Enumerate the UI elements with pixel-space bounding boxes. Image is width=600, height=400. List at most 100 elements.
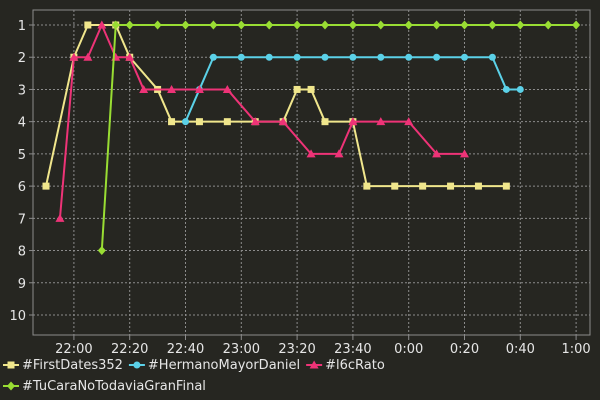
x-tick-label-23-00: 23:00 [223,342,260,357]
data-point-tucaranotodaviagranfinal-22-20 [125,20,134,30]
legend-marker-tucaranotodaviagranfinal [7,381,15,391]
data-point-hermanomayordaniel-23-20 [293,53,301,61]
data-point-hermanomayordaniel-0-00 [405,53,413,61]
data-point-firstdates352-23-45 [363,182,371,190]
data-point-l6crato-23-50 [376,117,386,126]
data-point-hermanomayordaniel-0-30 [488,53,496,61]
legend-label-hermanomayordaniel: #HermanoMayorDaniel [148,358,300,373]
data-point-hermanomayordaniel-23-10 [265,53,273,61]
x-tick-label-0-40: 0:40 [506,342,535,357]
data-point-tucaranotodaviagranfinal-22-40 [181,20,190,30]
data-point-tucaranotodaviagranfinal-0-40 [516,20,525,30]
y-tick-label-4: 4 [18,116,26,131]
data-point-firstdates352-21-50 [42,182,50,190]
data-point-l6crato-22-25 [139,84,149,93]
data-point-firstdates352-22-05 [84,21,92,29]
data-point-tucaranotodaviagranfinal-23-20 [293,20,302,30]
x-tick-label-22-20: 22:20 [111,342,148,357]
data-point-hermanomayordaniel-0-10 [433,53,441,61]
data-point-l6crato-0-20 [460,149,469,158]
legend: #FirstDates352 #HermanoMayorDaniel #l6cRat… [3,358,385,394]
plot-frame [32,9,591,336]
data-point-firstdates352-23-30 [321,118,329,126]
legend-marker-l6crato [309,360,319,369]
legend-marker-firstdates352 [7,361,15,369]
y-tick-label-5: 5 [18,148,26,163]
data-point-tucaranotodaviagranfinal-22-15 [111,20,120,30]
data-point-l6crato-23-05 [250,117,260,126]
data-point-firstdates352-23-55 [391,182,399,190]
data-point-hermanomayordaniel-23-00 [237,53,245,61]
data-point-tucaranotodaviagranfinal-23-30 [321,20,329,30]
series-l6crato [55,20,469,222]
x-tick-label-23-20: 23:20 [278,342,315,357]
data-point-tucaranotodaviagranfinal-1-00 [572,20,581,30]
data-point-firstdates352-23-20 [293,85,301,93]
x-tick-label-22-00: 22:00 [55,342,92,357]
series-tucaranotodaviagranfinal [97,20,581,256]
data-point-tucaranotodaviagranfinal-0-30 [488,20,497,30]
plot-background [33,10,590,335]
data-point-l6crato-23-35 [334,149,344,158]
y-tick-label-3: 3 [18,83,26,98]
legend-item-hermanomayordaniel: #HermanoMayorDaniel [128,358,300,373]
x-tick-label-22-40: 22:40 [167,342,204,357]
data-point-hermanomayordaniel-23-40 [349,53,357,61]
data-point-tucaranotodaviagranfinal-23-40 [348,20,357,30]
series-hermanomayordaniel [182,53,524,126]
data-point-l6crato-0-10 [432,149,442,158]
legend-marker-hermanomayordaniel [133,361,141,369]
y-tick-label-7: 7 [18,212,26,227]
data-point-l6crato-21-55 [55,213,65,222]
legend-item-firstdates352: #FirstDates352 [3,358,123,373]
y-tick-label-8: 8 [18,245,26,260]
data-point-firstdates352-0-15 [447,182,455,190]
y-tick-label-1: 1 [18,19,26,34]
data-point-tucaranotodaviagranfinal-0-10 [432,20,441,30]
x-axis: 22:00 22:20 22:40 23:00 23:20 23:40 0:00 0:20 0:… [55,335,591,357]
x-tick-label-0-20: 0:20 [450,342,479,357]
data-point-hermanomayordaniel-22-40 [182,118,189,126]
data-point-l6crato-22-45 [194,84,204,93]
series-layer [42,20,581,256]
data-point-l6crato-23-25 [306,149,316,158]
y-axis: 1 2 3 4 5 6 7 8 9 10 [9,19,33,324]
data-point-l6crato-22-35 [167,84,177,93]
data-point-firstdates352-23-25 [307,85,315,93]
data-point-tucaranotodaviagranfinal-22-10 [97,246,106,256]
y-tick-label-6: 6 [18,180,26,195]
data-point-hermanomayordaniel-23-30 [321,53,329,61]
data-point-hermanomayordaniel-23-50 [377,53,385,61]
data-point-l6crato-22-10 [97,20,107,29]
y-tick-label-9: 9 [18,277,26,292]
data-point-l6crato-23-40 [348,117,358,126]
x-tick-label-23-40: 23:40 [334,342,371,357]
x-tick-label-0-00: 0:00 [394,342,423,357]
data-point-l6crato-23-15 [278,117,288,126]
legend-item-tucaranotodaviagranfinal: #TuCaraNoTodaviaGranFinal [3,379,206,394]
data-point-firstdates352-22-45 [195,118,203,126]
data-point-tucaranotodaviagranfinal-0-00 [404,20,413,30]
data-point-firstdates352-22-55 [223,118,231,126]
data-point-tucaranotodaviagranfinal-0-20 [460,20,469,30]
data-point-l6crato-22-20 [125,52,135,61]
data-point-tucaranotodaviagranfinal-22-30 [153,20,162,30]
legend-label-firstdates352: #FirstDates352 [22,358,123,373]
x-tick-label-1-00: 1:00 [561,342,590,357]
data-point-firstdates352-0-35 [502,182,510,190]
data-point-tucaranotodaviagranfinal-22-50 [209,20,218,30]
data-point-firstdates352-22-35 [168,118,176,126]
data-point-l6crato-22-55 [222,84,232,93]
legend-label-tucaranotodaviagranfinal: #TuCaraNoTodaviaGranFinal [22,379,206,394]
data-point-l6crato-0-00 [404,117,414,126]
data-point-hermanomayordaniel-0-20 [461,53,468,61]
y-tick-label-2: 2 [18,51,26,66]
data-point-tucaranotodaviagranfinal-0-50 [544,20,553,30]
data-point-hermanomayordaniel-0-40 [516,85,524,93]
data-point-l6crato-22-00 [69,52,79,61]
data-point-l6crato-22-05 [83,52,93,61]
data-point-tucaranotodaviagranfinal-23-00 [237,20,246,30]
data-point-hermanomayordaniel-22-50 [209,53,217,61]
data-point-tucaranotodaviagranfinal-23-50 [376,20,385,30]
